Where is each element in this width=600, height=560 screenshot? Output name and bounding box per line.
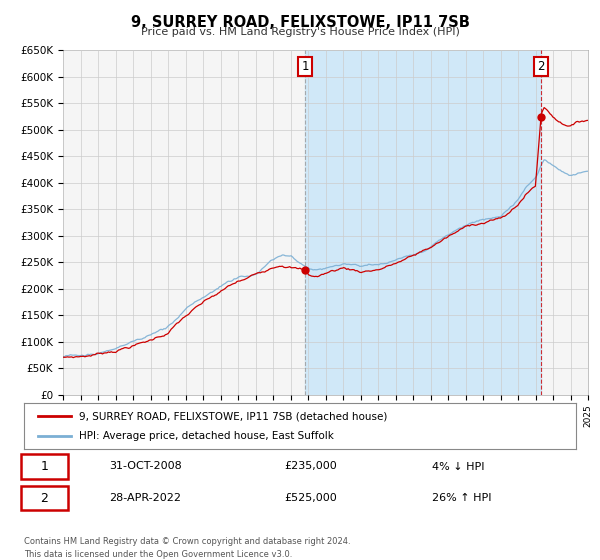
Text: 9, SURREY ROAD, FELIXSTOWE, IP11 7SB: 9, SURREY ROAD, FELIXSTOWE, IP11 7SB xyxy=(131,15,469,30)
Text: 9, SURREY ROAD, FELIXSTOWE, IP11 7SB (detached house): 9, SURREY ROAD, FELIXSTOWE, IP11 7SB (de… xyxy=(79,411,388,421)
FancyBboxPatch shape xyxy=(21,486,68,511)
Text: 28-APR-2022: 28-APR-2022 xyxy=(109,493,181,503)
Text: 1: 1 xyxy=(301,60,309,73)
Text: 31-OCT-2008: 31-OCT-2008 xyxy=(109,461,182,472)
Text: 2: 2 xyxy=(538,60,545,73)
Bar xyxy=(305,50,541,395)
Text: 26% ↑ HPI: 26% ↑ HPI xyxy=(433,493,492,503)
Text: £235,000: £235,000 xyxy=(284,461,337,472)
Text: £525,000: £525,000 xyxy=(284,493,337,503)
Text: Contains HM Land Registry data © Crown copyright and database right 2024.
This d: Contains HM Land Registry data © Crown c… xyxy=(24,538,350,559)
Text: HPI: Average price, detached house, East Suffolk: HPI: Average price, detached house, East… xyxy=(79,431,334,441)
Text: 4% ↓ HPI: 4% ↓ HPI xyxy=(433,461,485,472)
FancyBboxPatch shape xyxy=(21,455,68,478)
Text: Price paid vs. HM Land Registry's House Price Index (HPI): Price paid vs. HM Land Registry's House … xyxy=(140,27,460,37)
Text: 1: 1 xyxy=(40,460,49,473)
Text: 2: 2 xyxy=(40,492,49,505)
